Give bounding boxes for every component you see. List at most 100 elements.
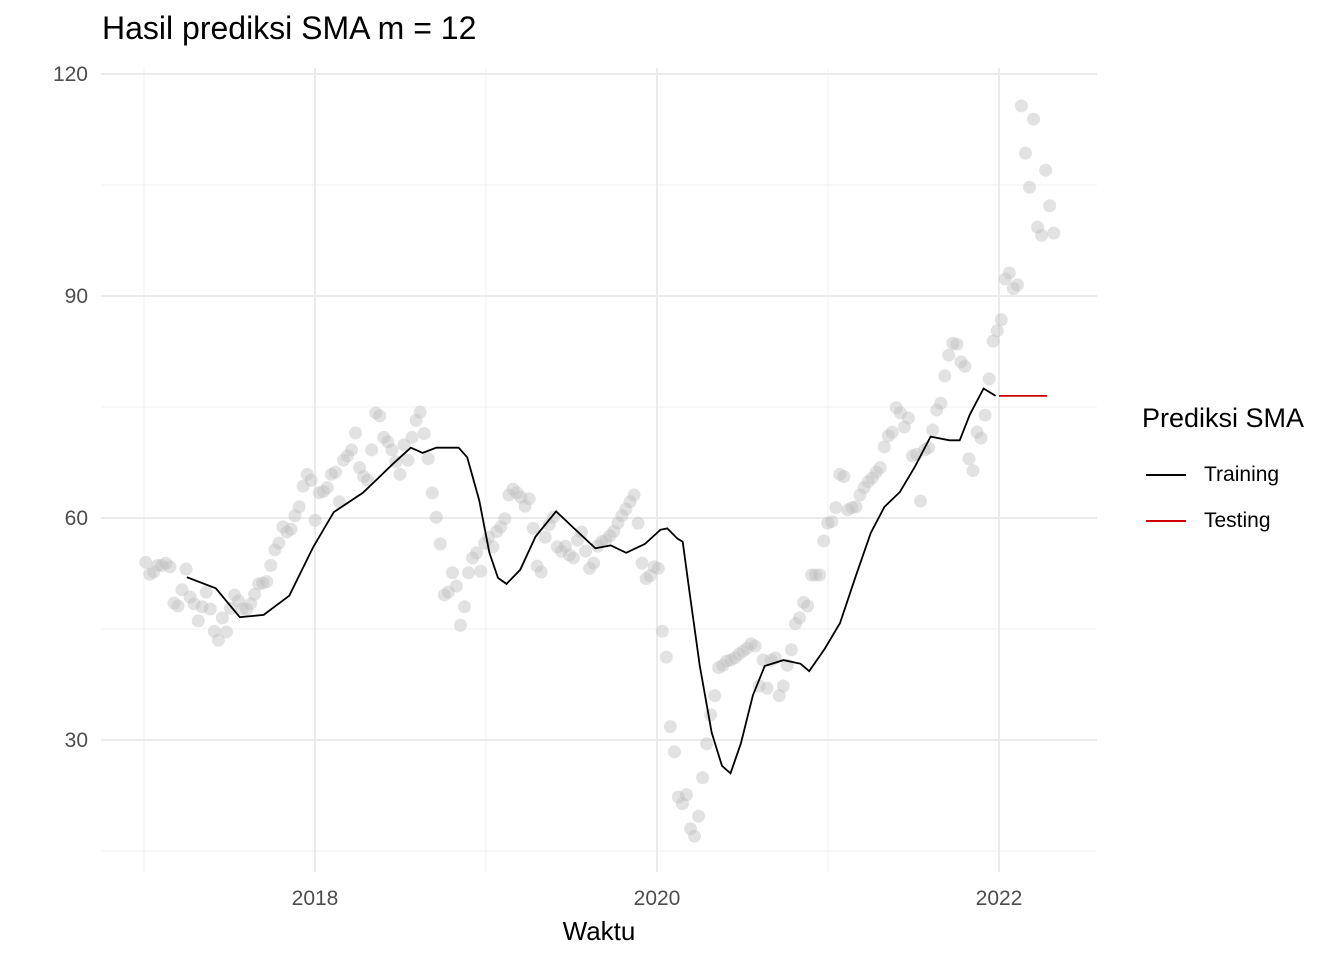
data-point: [405, 430, 419, 444]
grid: [101, 68, 1097, 872]
data-point: [546, 510, 560, 524]
data-point: [506, 482, 520, 496]
data-point: [635, 556, 649, 570]
data-point: [631, 516, 645, 530]
x-tick-label: 2022: [976, 887, 1023, 910]
data-point: [833, 467, 847, 481]
data-point: [429, 510, 443, 524]
data-point: [542, 518, 556, 532]
data-point: [897, 420, 911, 434]
data-point: [244, 597, 258, 611]
data-point: [361, 473, 375, 487]
data-point: [421, 452, 435, 466]
data-point: [433, 537, 447, 551]
data-point: [304, 473, 318, 487]
data-point: [740, 641, 754, 655]
data-point: [994, 313, 1008, 327]
data-point: [510, 486, 524, 500]
data-point: [990, 324, 1004, 338]
data-point: [163, 560, 177, 574]
data-point: [219, 625, 233, 639]
data-point: [901, 411, 915, 425]
data-point: [550, 540, 564, 554]
data-point: [502, 488, 516, 502]
data-point: [1035, 228, 1049, 242]
data-point: [139, 555, 153, 569]
data-point: [813, 568, 827, 582]
data-point: [788, 617, 802, 631]
data-point: [659, 650, 673, 664]
data-point: [667, 745, 681, 759]
data-point: [159, 556, 173, 570]
legend-item-training: Training: [1142, 452, 1304, 498]
data-point: [643, 569, 657, 583]
data-point: [223, 601, 237, 615]
data-point: [296, 479, 310, 493]
data-point: [974, 431, 988, 445]
actual-points: [139, 99, 1061, 843]
data-point: [494, 520, 508, 534]
data-point: [324, 467, 338, 481]
data-point: [583, 561, 597, 575]
data-point: [869, 465, 883, 479]
data-point: [522, 492, 536, 506]
data-point: [377, 430, 391, 444]
y-tick-label: 90: [65, 285, 88, 308]
data-point: [240, 602, 254, 616]
data-point: [445, 566, 459, 580]
data-point: [579, 544, 593, 558]
data-point: [268, 543, 282, 557]
data-point: [284, 522, 298, 536]
data-point: [143, 567, 157, 581]
data-point: [498, 512, 512, 526]
data-point: [805, 568, 819, 582]
data-point: [857, 481, 871, 495]
data-point: [587, 556, 601, 570]
data-point: [413, 405, 427, 419]
data-point: [288, 509, 302, 523]
data-point: [861, 475, 875, 489]
data-point: [466, 551, 480, 565]
data-point: [236, 602, 250, 616]
data-point: [958, 359, 972, 373]
data-point: [708, 689, 722, 703]
x-tick-label: 2018: [292, 887, 339, 910]
data-point: [300, 467, 314, 481]
legend: Prediksi SMA Training Testing: [1142, 403, 1304, 544]
data-point: [381, 435, 395, 449]
data-point: [950, 337, 964, 351]
data-point: [530, 559, 544, 573]
data-point: [615, 509, 629, 523]
data-point: [671, 790, 685, 804]
data-point: [401, 453, 415, 467]
data-point: [821, 516, 835, 530]
data-point: [1027, 112, 1041, 126]
data-point: [938, 369, 952, 383]
data-point: [651, 561, 665, 575]
data-point: [1047, 226, 1061, 240]
y-tick-label: 120: [53, 63, 88, 86]
data-point: [716, 658, 730, 672]
data-point: [470, 546, 484, 560]
data-point: [954, 355, 968, 369]
data-point: [179, 562, 193, 576]
data-point: [171, 599, 185, 613]
legend-item-testing: Testing: [1142, 498, 1304, 544]
data-point: [712, 660, 726, 674]
data-point: [639, 572, 653, 586]
data-point: [332, 495, 346, 509]
data-point: [357, 470, 371, 484]
data-point: [728, 651, 742, 665]
data-point: [518, 499, 532, 513]
data-point: [292, 500, 306, 514]
data-point: [558, 539, 572, 553]
chart-title: Hasil prediksi SMA m = 12: [102, 10, 477, 46]
data-point: [998, 272, 1012, 286]
data-point: [514, 490, 528, 504]
data-point: [946, 336, 960, 350]
data-point: [554, 544, 568, 558]
data-point: [1002, 266, 1016, 280]
data-point: [566, 551, 580, 565]
data-point: [280, 525, 294, 539]
data-point: [441, 585, 455, 599]
